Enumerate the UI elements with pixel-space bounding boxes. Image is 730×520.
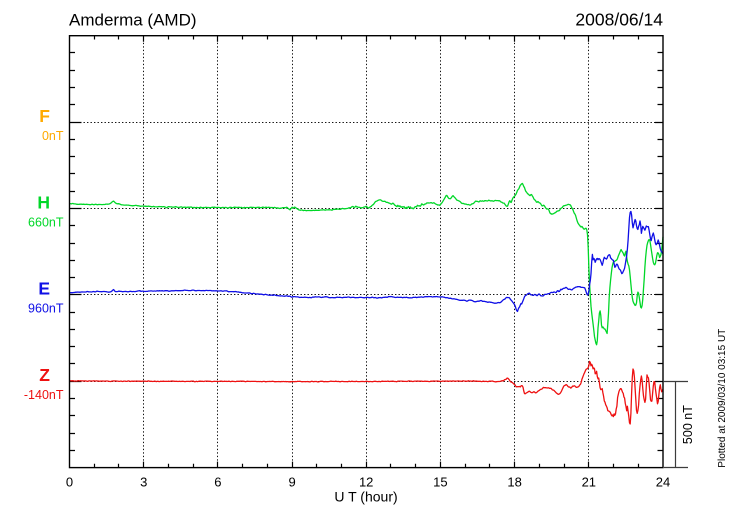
svg-text:9: 9 <box>288 475 295 490</box>
svg-text:U T (hour): U T (hour) <box>334 489 397 505</box>
svg-text:0: 0 <box>66 475 73 490</box>
svg-text:12: 12 <box>359 475 373 490</box>
svg-text:15: 15 <box>433 475 447 490</box>
svg-text:18: 18 <box>507 475 521 490</box>
svg-text:Z: Z <box>39 365 50 385</box>
svg-text:Amderma (AMD): Amderma (AMD) <box>69 10 197 29</box>
svg-text:21: 21 <box>582 475 596 490</box>
svg-text:500 nT: 500 nT <box>681 405 695 444</box>
svg-text:2008/06/14: 2008/06/14 <box>575 9 663 29</box>
svg-text:660nT: 660nT <box>28 215 64 229</box>
svg-text:H: H <box>37 192 50 212</box>
svg-text:F: F <box>39 106 50 126</box>
svg-text:E: E <box>38 279 50 299</box>
svg-text:6: 6 <box>214 475 221 490</box>
svg-text:24: 24 <box>656 475 670 490</box>
svg-text:0nT: 0nT <box>42 129 64 143</box>
svg-text:Plotted at 2009/03/10 03:15 UT: Plotted at 2009/03/10 03:15 UT <box>717 329 728 468</box>
svg-text:-140nT: -140nT <box>24 388 64 402</box>
svg-text:960nT: 960nT <box>28 302 64 316</box>
svg-text:3: 3 <box>140 475 147 490</box>
